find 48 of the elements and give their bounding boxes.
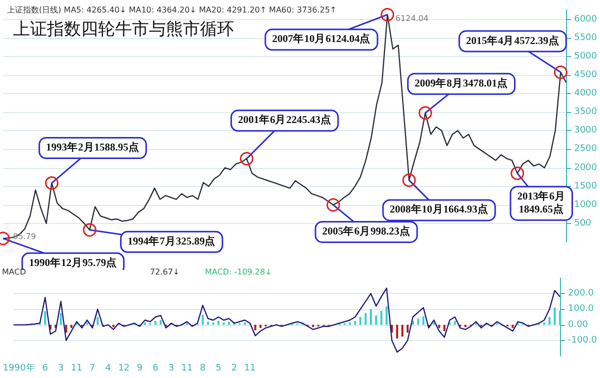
- text: 72.67↓: [150, 268, 180, 276]
- annotation: 1993年2月1588.95点: [46, 140, 140, 154]
- x-tick-label: 11: [70, 364, 82, 374]
- annotation: 95.79: [13, 232, 36, 241]
- annotation: 2005年6月998.23点: [322, 224, 410, 238]
- x-tick-label: 5: [216, 364, 222, 374]
- annotation: 6124.04: [395, 14, 429, 24]
- annotation: 2013年6月 1849.65点: [517, 189, 566, 216]
- y-tick-label: 3000: [574, 126, 598, 136]
- x-tick-label: 3: [58, 364, 64, 374]
- text: 上证指数四轮牛市与熊市循环: [13, 20, 234, 40]
- y-tick-label: -100.0: [568, 335, 598, 346]
- x-tick-label: 6: [152, 364, 159, 374]
- annotation: 2015年4月4572.39点: [466, 34, 560, 47]
- y-tick-label: 500: [574, 218, 592, 228]
- y-tick-label: 5000: [574, 51, 598, 62]
- y-tick-label: 2000: [574, 162, 598, 173]
- annotation: 2007年10月6124.04点: [272, 32, 371, 46]
- x-tick-label: 7: [90, 364, 96, 374]
- x-tick-label: 6: [42, 364, 48, 374]
- y-tick-label: 3500: [574, 107, 598, 118]
- y-tick-label: 1000: [574, 200, 598, 210]
- chart-title: MACD: [2, 268, 26, 276]
- x-tick-label: 11: [181, 364, 193, 374]
- x-tick-label: 3: [168, 364, 174, 374]
- text: MACD: -109.28↓: [205, 268, 272, 276]
- annotation: 2008年10月1664.93点: [390, 202, 488, 216]
- x-tick-label: 11: [244, 364, 256, 374]
- y-tick-label: 200.0: [568, 288, 594, 299]
- y-tick-label: 5500: [574, 32, 598, 43]
- x-tick-label: 4: [105, 364, 112, 374]
- x-tick-label: 12: [118, 364, 130, 374]
- y-tick-label: 6000: [574, 14, 598, 24]
- y-tick-label: 2500: [574, 144, 598, 154]
- x-tick-label: 2: [231, 364, 238, 374]
- text: 1990年12月95.79点: [28, 256, 118, 269]
- y-tick-label: 0.00: [568, 320, 588, 330]
- y-tick-label: 100.0: [568, 304, 594, 314]
- x-tick-label: 9: [136, 364, 143, 374]
- y-tick-label: 1500: [574, 181, 598, 192]
- y-tick-label: 4500: [574, 70, 598, 80]
- annotation: 2009年8月3478.01点: [414, 76, 508, 90]
- x-tick-label: 8: [200, 364, 206, 374]
- x-tick-label: 1990年: [2, 362, 35, 374]
- annotation: 1994年7月325.89点: [128, 234, 216, 248]
- chart-subtitle: 上证指数(日线) MA5: 4265.40↓ MA10: 4364.20↓ MA20: 4291.20↑ MA60: 3736.25↑: [7, 6, 337, 14]
- y-tick-label: 4000: [574, 88, 598, 99]
- annotation: 2001年6月2245.43点: [238, 113, 332, 126]
